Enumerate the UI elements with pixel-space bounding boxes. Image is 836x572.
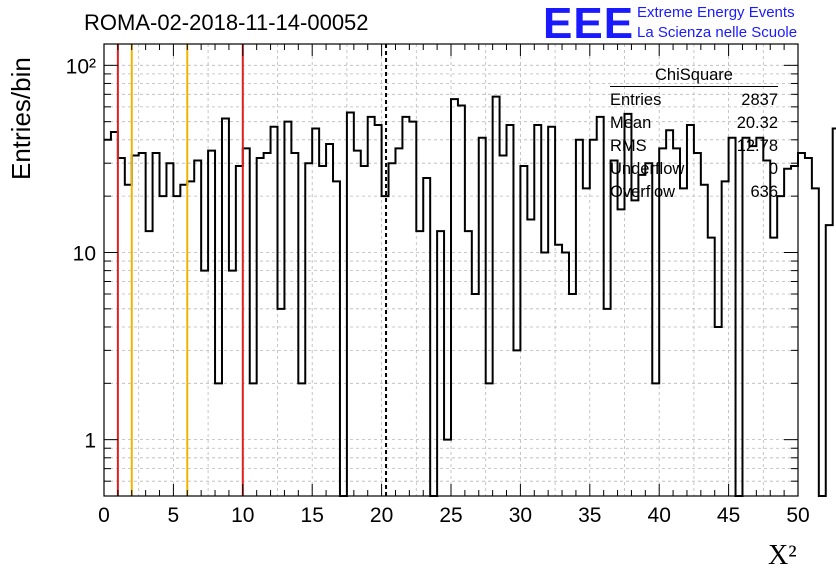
x-tick-label: 45 — [717, 504, 740, 527]
stats-value: 636 — [750, 183, 778, 201]
x-tick-label: 20 — [370, 504, 393, 527]
stats-title: ChiSquare — [610, 66, 778, 87]
y-axis-label: Entries/bin — [6, 57, 36, 180]
x-tick-label: 0 — [98, 504, 110, 527]
stats-label: Mean — [610, 114, 652, 132]
stats-value: 20.32 — [736, 114, 778, 132]
stats-label: RMS — [610, 137, 647, 155]
x-tick-label: 25 — [439, 504, 462, 527]
stats-label: Entries — [610, 91, 662, 109]
x-tick-label: 5 — [168, 504, 180, 527]
logo-line-1: Extreme Energy Events — [637, 4, 795, 21]
stats-value: 2837 — [741, 91, 778, 109]
stats-row: RMS 12.78 — [610, 135, 778, 158]
x-tick-label: 40 — [648, 504, 671, 527]
stats-value: 12.78 — [736, 137, 778, 155]
stats-row: Underflow 0 — [610, 158, 778, 181]
stats-value: 0 — [768, 160, 778, 178]
stats-row: Mean 20.32 — [610, 112, 778, 135]
x-tick-label: 35 — [578, 504, 601, 527]
stats-row: Entries 2837 — [610, 89, 778, 112]
y-tick-label: 1 — [84, 430, 96, 453]
x-tick-label: 15 — [301, 504, 324, 527]
stats-box: ChiSquare Entries 2837 Mean 20.32 RMS 12.78… — [610, 66, 778, 204]
chart-title: ROMA-02-2018-11-14-00052 — [84, 10, 369, 35]
x-axis-label: X² — [768, 540, 797, 571]
logo-line-2: La Scienza nelle Scuole — [637, 24, 798, 41]
x-tick-label: 30 — [509, 504, 532, 527]
x-tick-label: 50 — [786, 504, 809, 527]
eee-logo: EEE — [543, 0, 635, 48]
y-tick-label: 10² — [66, 55, 96, 78]
stats-label: Overflow — [610, 183, 676, 201]
stats-row: Overflow 636 — [610, 181, 778, 204]
y-tick-label: 10 — [73, 242, 96, 265]
x-tick-label: 10 — [231, 504, 254, 527]
histogram-series — [104, 95, 836, 497]
stats-label: Underflow — [610, 160, 685, 178]
